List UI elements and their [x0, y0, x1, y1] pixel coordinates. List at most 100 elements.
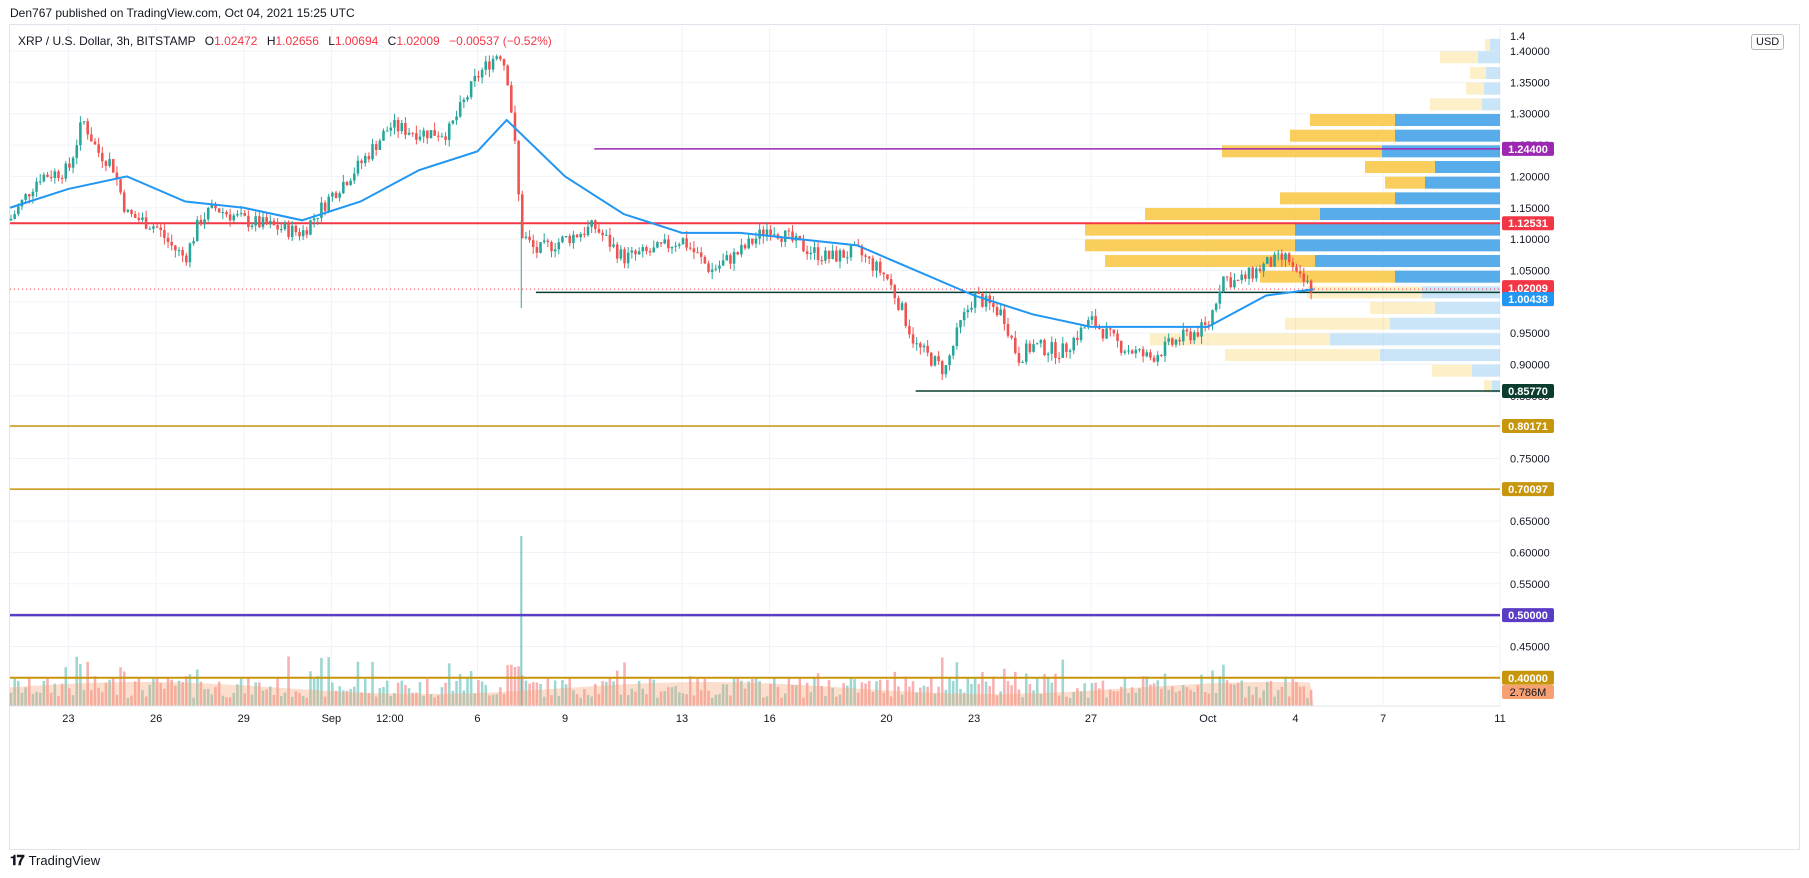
volume-bar — [1309, 689, 1313, 706]
x-tick-label: 16 — [763, 713, 775, 725]
candle-body — [27, 194, 31, 197]
volume-bar — [195, 669, 199, 706]
volume-profile-buy — [1225, 349, 1380, 362]
candle-body — [699, 252, 703, 257]
candle-body — [247, 215, 250, 228]
volume-bar — [674, 686, 677, 706]
volume-bar — [13, 678, 16, 706]
volume-bar — [415, 692, 418, 706]
candle-body — [948, 355, 951, 366]
candle-body — [594, 220, 597, 229]
currency-button[interactable]: USD — [1751, 34, 1785, 50]
candle-body — [827, 250, 831, 259]
candle-body — [331, 192, 334, 197]
candle-body — [499, 56, 502, 60]
candle-body — [791, 231, 794, 241]
volume-bar — [743, 688, 747, 706]
candle-body — [385, 130, 389, 132]
volume-bar — [630, 688, 634, 706]
candle-body — [444, 136, 447, 140]
volume-bar — [615, 670, 619, 706]
volume-profile-sell — [1478, 51, 1500, 64]
candle-body — [122, 192, 126, 212]
volume-bar — [688, 676, 692, 706]
candle-body — [221, 211, 225, 213]
candle-body — [126, 209, 130, 212]
candle-body — [561, 236, 564, 243]
volume-bar — [959, 688, 962, 706]
volume-bar — [407, 688, 411, 706]
candle-body — [309, 220, 312, 235]
symbol-name: XRP / U.S. Dollar, 3h, BITSTAMP — [18, 34, 196, 48]
volume-bar — [659, 691, 663, 706]
volume-bar — [232, 692, 236, 706]
volume-bar — [1163, 673, 1167, 706]
candle-body — [1236, 280, 1240, 282]
volume-bar — [1265, 681, 1269, 706]
candle-body — [864, 255, 867, 257]
tradingview-brand[interactable]: 𝟏𝟕 TradingView — [10, 852, 100, 869]
volume-bar — [9, 692, 13, 706]
volume-bar — [342, 690, 345, 706]
volume-bar — [46, 677, 49, 706]
x-tick-label: 29 — [238, 713, 250, 725]
volume-bar — [769, 684, 772, 706]
volume-bar — [838, 694, 842, 706]
candle-body — [681, 238, 685, 245]
candle-body — [732, 251, 736, 264]
y-tick-label: 1.35000 — [1510, 77, 1550, 89]
candle-body — [692, 248, 696, 253]
volume-bar — [247, 676, 250, 706]
volume-bar — [856, 692, 860, 706]
volume-profile-buy — [1370, 302, 1435, 315]
volume-bar — [1112, 691, 1116, 706]
candle-body — [447, 123, 451, 140]
volume-bar — [75, 656, 79, 706]
candle-body — [225, 211, 228, 215]
volume-bar — [922, 685, 926, 706]
volume-profile-sell — [1382, 145, 1500, 158]
volume-bar — [301, 695, 305, 706]
volume-bar — [1255, 686, 1258, 706]
volume-bar — [1028, 683, 1032, 706]
candle-body — [144, 217, 148, 229]
volume-bar — [122, 671, 126, 706]
volume-bar — [210, 694, 214, 706]
volume-label: 2.786M — [1510, 687, 1547, 699]
volume-bar — [312, 678, 316, 706]
volume-bar — [710, 697, 714, 706]
candle-body — [290, 225, 294, 237]
volume-bar — [1127, 693, 1130, 706]
volume-bar — [904, 676, 908, 706]
candle-body — [1087, 320, 1090, 328]
candle-body — [1309, 280, 1313, 293]
volume-bar — [1225, 680, 1229, 706]
candle-body — [13, 214, 16, 219]
candle-body — [1298, 271, 1302, 274]
candle-body — [1072, 337, 1075, 351]
volume-bar — [805, 682, 809, 706]
volume-profile-buy — [1085, 239, 1295, 252]
volume-bar — [535, 682, 539, 706]
candle-body — [115, 172, 119, 180]
volume-bar — [174, 685, 177, 706]
candle-body — [174, 245, 177, 251]
volume-bar — [389, 696, 393, 706]
candle-body — [816, 247, 820, 261]
volume-bar — [1043, 674, 1046, 706]
candle-body — [1258, 268, 1262, 272]
volume-bar — [1003, 668, 1006, 706]
volume-bar — [919, 687, 922, 706]
volume-bar — [1214, 692, 1218, 706]
low-line-tag — [1502, 383, 1554, 398]
volume-bar — [206, 688, 210, 706]
volume-bar — [663, 691, 666, 706]
volume-bar — [199, 681, 203, 706]
volume-bar — [290, 696, 294, 706]
candle-body — [1229, 277, 1233, 288]
volume-bar — [177, 680, 181, 706]
candle-body — [1244, 274, 1247, 279]
volume-bar — [1141, 676, 1145, 706]
candle-body — [345, 181, 349, 186]
